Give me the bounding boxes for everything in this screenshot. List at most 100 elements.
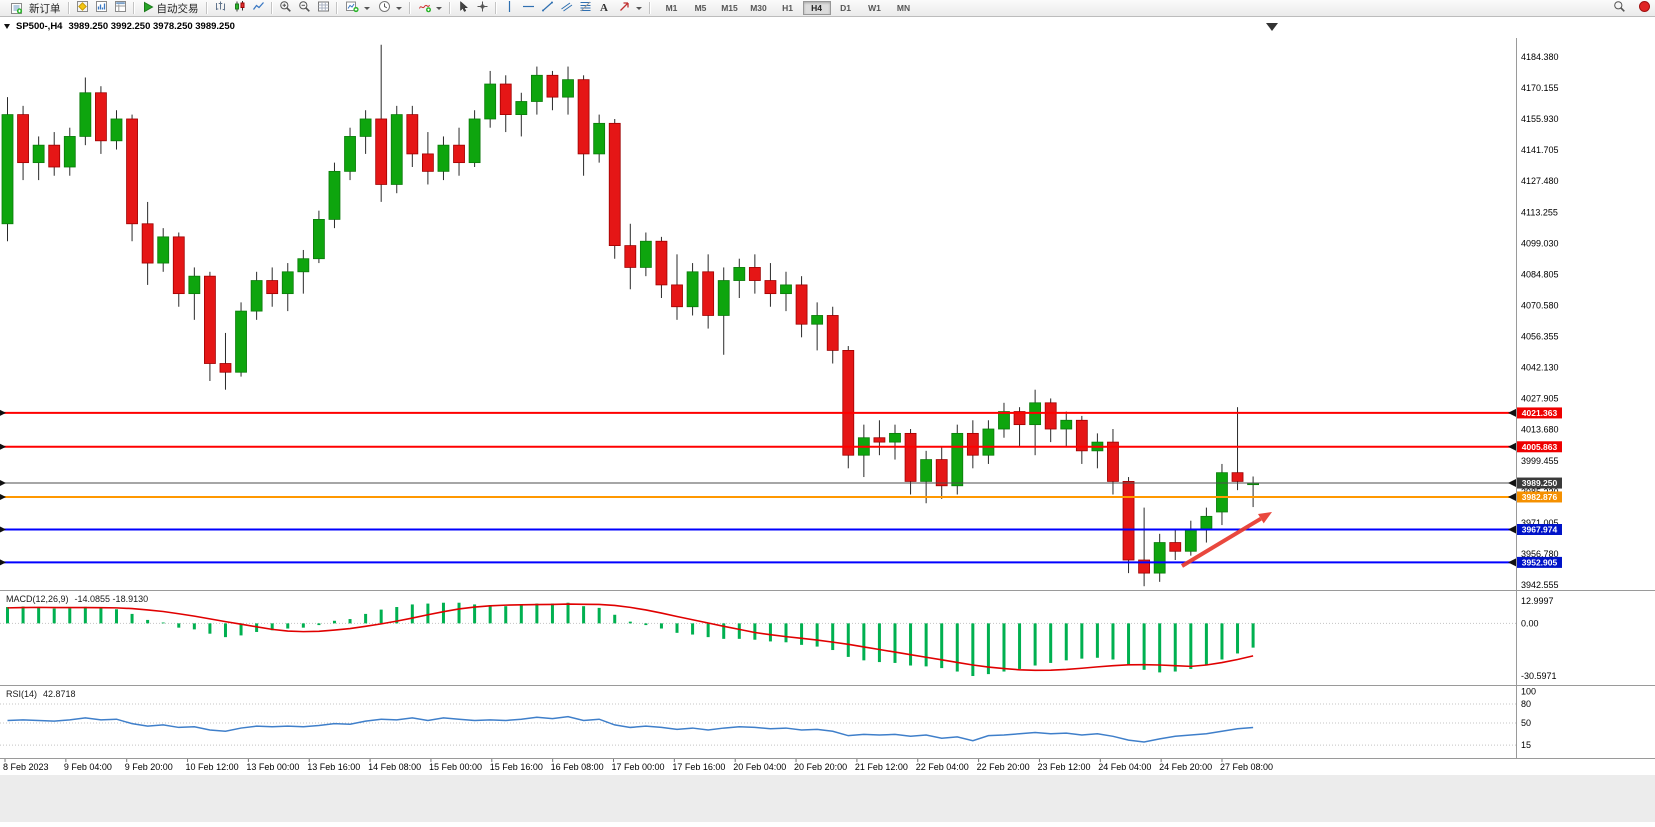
channel-tool-button[interactable]	[557, 1, 576, 16]
macd-bar	[457, 602, 461, 624]
macd-bar	[114, 609, 118, 624]
cursor-button[interactable]	[454, 0, 473, 16]
search-icon	[1613, 0, 1626, 16]
candle	[562, 79, 574, 98]
alert-button[interactable]	[1635, 1, 1654, 16]
chart-canvas[interactable]: 4184.380 4170.155 4155.930 4141.705 4127.480…	[0, 17, 1655, 822]
indicators-button[interactable]	[414, 1, 446, 16]
svg-text:100: 100	[1521, 686, 1536, 696]
chart-collapse-icon[interactable]	[4, 24, 10, 29]
timeframe-group: M1 M5 M15 M30 H1 H4 D1 W1 MN	[658, 1, 918, 15]
navigator-button[interactable]	[111, 1, 130, 16]
vertical-line-tool-button[interactable]	[500, 1, 519, 16]
candle	[624, 245, 637, 268]
svg-text:-30.5971: -30.5971	[1521, 671, 1557, 681]
grid-button[interactable]	[314, 1, 333, 16]
candle	[717, 280, 730, 316]
macd-bar	[223, 623, 227, 638]
candle	[1200, 515, 1213, 530]
macd-bar	[301, 623, 305, 628]
svg-text:4141.705: 4141.705	[1521, 145, 1559, 155]
new-order-button[interactable]: 新订单	[3, 1, 65, 16]
candle	[1107, 441, 1119, 482]
search-button[interactable]	[1610, 1, 1629, 16]
level-line-support-upper[interactable]: 3967.974	[0, 524, 1562, 536]
candle	[982, 428, 995, 456]
timeframe-button-w1[interactable]: W1	[868, 3, 881, 13]
macd-bar	[1080, 623, 1084, 659]
macd-bar	[940, 623, 944, 669]
crosshair-button[interactable]	[473, 1, 492, 16]
timeframe-button-m5[interactable]: M5	[694, 3, 707, 13]
market-watch-button[interactable]	[92, 1, 111, 16]
timeframe-button-d1[interactable]: D1	[840, 3, 851, 13]
level-line-pivot-orange[interactable]: 3982.876	[0, 491, 1562, 503]
text-tool-button[interactable]: A	[595, 1, 614, 16]
candle	[889, 432, 901, 443]
macd-bar	[504, 606, 508, 624]
candle	[141, 223, 154, 264]
level-left-marker-icon	[0, 493, 6, 500]
level-right-marker-icon	[1508, 558, 1516, 567]
candle	[1169, 542, 1182, 552]
zoom-in-icon	[279, 0, 292, 16]
arrows-tool-button[interactable]	[614, 1, 646, 16]
timeframe-button-m15[interactable]: M15	[721, 3, 738, 13]
new-chart-button[interactable]	[341, 1, 374, 16]
macd-bar	[37, 607, 41, 624]
chart-candles-button[interactable]	[230, 1, 249, 16]
svg-text:80: 80	[1521, 699, 1531, 709]
clock-icon	[378, 0, 391, 16]
candle	[795, 284, 808, 325]
candle	[748, 267, 761, 281]
svg-text:12.9997: 12.9997	[1521, 596, 1554, 606]
macd-bar	[846, 623, 850, 657]
autotrading-label: 自动交易	[156, 2, 199, 15]
candle	[733, 267, 746, 281]
level-line-resistance-upper[interactable]: 4021.363	[0, 407, 1562, 419]
macd-bar	[659, 623, 663, 629]
chart-line-button[interactable]	[249, 1, 268, 16]
autotrading-button[interactable]: 自动交易	[138, 1, 203, 16]
svg-text:16 Feb 08:00: 16 Feb 08:00	[551, 762, 604, 772]
rsi-line	[7, 715, 1254, 743]
metaeditor-button[interactable]	[73, 1, 92, 16]
candle	[686, 271, 699, 308]
macd-bar	[208, 623, 212, 634]
red-arrow[interactable]	[1180, 512, 1272, 568]
candle	[79, 92, 92, 137]
zoom-out-button[interactable]	[295, 1, 314, 16]
candle	[157, 236, 170, 264]
level-left-marker-icon	[0, 443, 6, 450]
timeframe-button-h4[interactable]: H4	[802, 1, 831, 15]
svg-text:3952.905: 3952.905	[1522, 558, 1558, 568]
timeframe-button-mn[interactable]: MN	[896, 3, 911, 13]
svg-text:24 Feb 04:00: 24 Feb 04:00	[1098, 762, 1151, 772]
level-line-bid-price[interactable]: 3989.250	[0, 477, 1562, 489]
macd-bar	[1236, 623, 1240, 654]
bar-chart-icon	[214, 0, 227, 16]
timeframe-button-m30[interactable]: M30	[750, 3, 767, 13]
candle	[966, 432, 979, 456]
macd-bar	[535, 603, 539, 624]
svg-text:4027.905: 4027.905	[1521, 394, 1559, 404]
macd-bar	[831, 623, 835, 651]
zoom-in-button[interactable]	[276, 1, 295, 16]
fibonacci-tool-button[interactable]	[576, 1, 595, 16]
horizontal-line-tool-button[interactable]	[519, 1, 538, 16]
chart-title: SP500-,H4 3989.250 3992.250 3978.250 398…	[4, 21, 235, 32]
level-line-support-lower[interactable]: 3952.905	[0, 556, 1562, 568]
svg-text:22 Feb 04:00: 22 Feb 04:00	[916, 762, 969, 772]
profiles-button[interactable]	[374, 1, 406, 16]
timeframe-button-h1[interactable]: H1	[782, 3, 793, 13]
trendline-tool-button[interactable]	[538, 1, 557, 16]
timeframe-button-m1[interactable]: M1	[665, 3, 678, 13]
toolbar-separator	[270, 2, 273, 14]
chart-bars-button[interactable]	[211, 1, 230, 16]
macd-bar	[1127, 623, 1131, 665]
svg-text:4013.680: 4013.680	[1521, 425, 1559, 435]
level-line-resistance-lower[interactable]: 4005.863	[0, 441, 1562, 453]
svg-text:4170.155: 4170.155	[1521, 83, 1559, 93]
indicators-icon	[418, 0, 431, 16]
chart-shift-marker-icon[interactable]	[1266, 23, 1278, 31]
